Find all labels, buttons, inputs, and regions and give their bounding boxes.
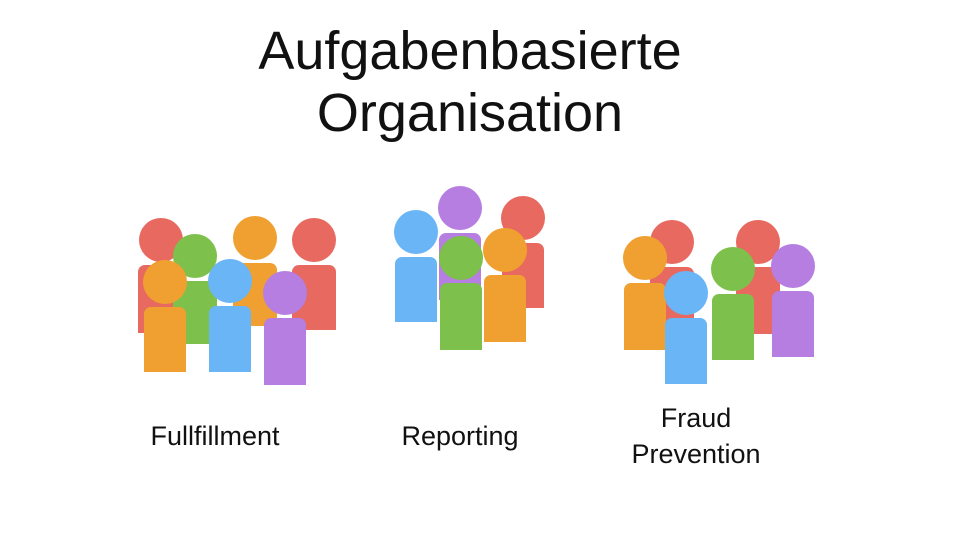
person-body-base	[173, 334, 217, 344]
person-head	[394, 210, 438, 254]
group-label-fullfillment: Fullfillment	[115, 418, 315, 454]
group-label-reporting-line1: Reporting	[401, 421, 519, 451]
people-group-3	[623, 220, 815, 384]
person-head	[483, 228, 527, 272]
person-icon	[143, 260, 187, 372]
people-group-2	[394, 186, 545, 350]
people-group-1	[138, 216, 336, 385]
person-body	[264, 318, 306, 385]
group-label-reporting: Reporting	[360, 418, 560, 454]
person-body-base	[624, 340, 666, 350]
person-body-base	[144, 362, 186, 372]
person-body	[772, 291, 814, 357]
person-icon	[263, 271, 307, 385]
person-body-base	[440, 340, 482, 350]
person-body-base	[233, 316, 277, 326]
person-head	[501, 196, 545, 240]
group-label-fraud-prevention-line1: Fraud	[660, 403, 732, 433]
person-body-base	[264, 375, 306, 385]
person-head	[439, 236, 483, 280]
person-icon	[292, 218, 336, 330]
person-icon	[208, 259, 252, 372]
title-line-1: Aufgabenbasierte	[258, 21, 682, 81]
person-icon	[439, 236, 483, 350]
person-head	[771, 244, 815, 288]
person-body	[209, 306, 251, 372]
person-body	[665, 318, 707, 384]
person-body-base	[665, 374, 707, 384]
person-body-base	[395, 312, 437, 322]
person-body	[484, 275, 526, 342]
person-head	[292, 218, 336, 262]
person-head	[208, 259, 252, 303]
person-head	[233, 216, 277, 260]
person-head	[139, 218, 183, 262]
group-label-fraud-prevention: Fraud Prevention	[596, 400, 796, 472]
person-icon	[483, 228, 527, 342]
person-icon	[664, 271, 708, 384]
person-head	[143, 260, 187, 304]
person-body	[395, 257, 437, 322]
person-body-base	[772, 347, 814, 357]
person-head	[664, 271, 708, 315]
person-head	[263, 271, 307, 315]
title-line-2: Organisation	[316, 83, 624, 143]
person-body	[712, 294, 754, 360]
person-head	[711, 247, 755, 291]
person-icon	[394, 210, 438, 322]
person-body	[144, 307, 186, 372]
person-head	[438, 186, 482, 230]
person-head	[623, 236, 667, 280]
slide-title: Aufgabenbasierte Organisation	[0, 20, 940, 144]
person-body	[440, 283, 482, 350]
person-body	[624, 283, 666, 350]
person-head	[173, 234, 217, 278]
person-icon	[623, 236, 667, 350]
group-label-fraud-prevention-line2: Prevention	[631, 439, 761, 469]
person-icon	[711, 247, 755, 360]
person-body-base	[736, 324, 780, 334]
group-label-fullfillment-line1: Fullfillment	[150, 421, 280, 451]
person-body-base	[292, 320, 336, 330]
person-body-base	[712, 350, 754, 360]
person-icon	[771, 244, 815, 357]
person-body-base	[209, 362, 251, 372]
person-body-base	[484, 332, 526, 342]
